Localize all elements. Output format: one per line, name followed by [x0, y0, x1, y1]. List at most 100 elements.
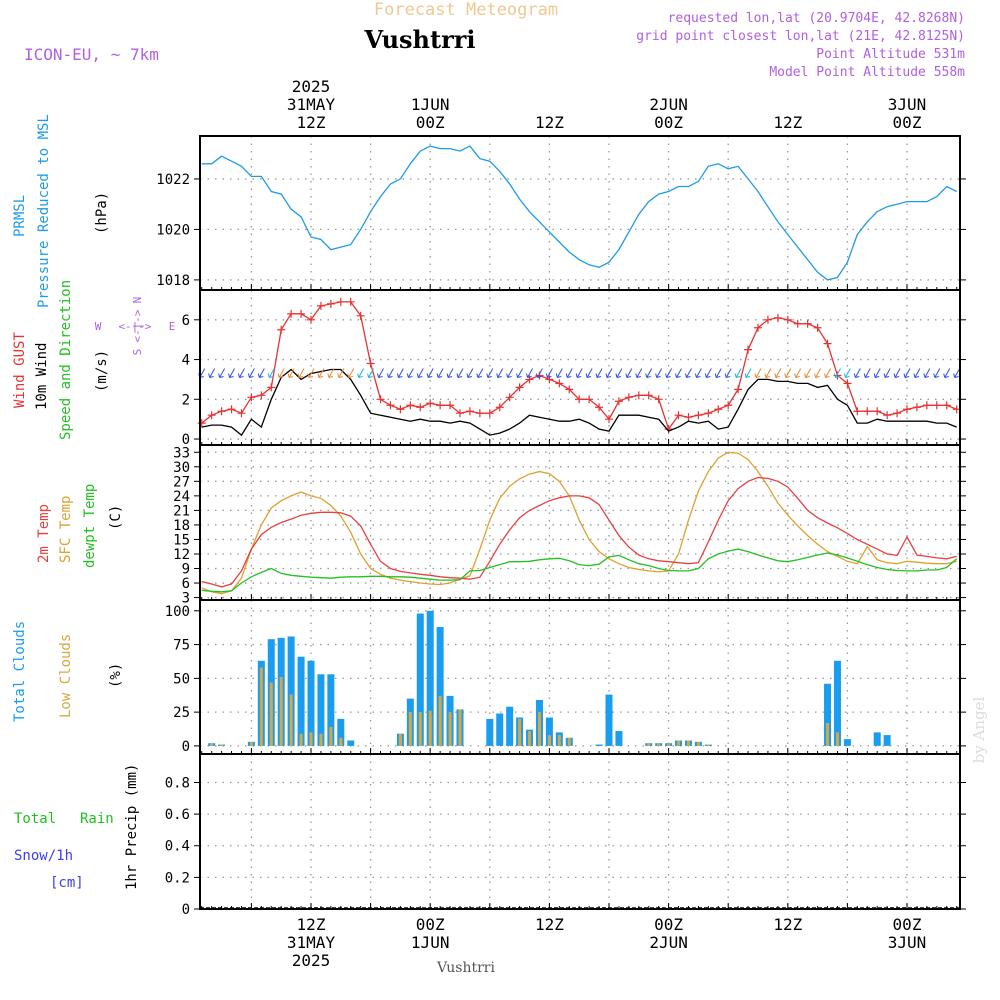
y-tick-label: 27: [173, 474, 190, 490]
low-cloud-bar: [567, 737, 571, 746]
gust-marker: [396, 405, 405, 414]
gust-marker: [416, 403, 425, 412]
time-label-top: 12Z: [773, 113, 802, 132]
sfc-temp-line: [201, 451, 957, 595]
total-cloud-bar: [833, 660, 841, 746]
precip-unit: 1hr Precip (mm): [124, 764, 140, 890]
y-tick-label: 75: [173, 638, 190, 654]
time-label-bottom: 00Z: [654, 915, 683, 934]
dewpt-label: dewpt Temp: [82, 484, 98, 568]
wind-direction-arrow: [347, 368, 355, 378]
wind-direction-arrow: [486, 368, 494, 378]
y-tick-label: 2: [182, 392, 190, 408]
y-tick-label: 1022: [156, 172, 190, 188]
total-cloud-bar: [317, 674, 325, 746]
wind-direction-arrow: [386, 368, 394, 378]
wind-direction-arrow: [833, 368, 841, 378]
wind-direction-arrow: [754, 368, 762, 378]
snow-unit: [cm]: [50, 875, 84, 891]
time-label-top: 00Z: [893, 113, 922, 132]
model-label: ICON-EU, ~ 7km: [24, 45, 159, 64]
low-cloud-bar: [458, 709, 462, 746]
y-tick-label: 18: [173, 518, 190, 534]
wind-direction-arrow: [466, 368, 474, 378]
wind-direction-arrow: [545, 368, 553, 378]
frame-layer: [199, 135, 961, 910]
gust-marker: [614, 397, 623, 406]
wind-direction-arrow: [297, 368, 305, 378]
gust-marker: [436, 401, 445, 410]
model-altitude: Model Point Altitude 558m: [769, 65, 965, 80]
total-cloud-bar: [496, 713, 504, 746]
y-tick-label: 0.6: [165, 807, 190, 823]
gust-marker: [694, 411, 703, 420]
time-label-bottom: 12Z: [773, 915, 802, 934]
compass-rose: N <-|-> S W <-|-> E: [95, 297, 176, 356]
gust-marker: [227, 405, 236, 414]
time-label-bottom: 1JUN: [411, 933, 450, 952]
wind-direction-arrow: [724, 368, 732, 378]
y-tick-label: 4: [182, 353, 190, 369]
gust-marker: [783, 315, 792, 324]
wind-direction-arrow: [426, 368, 434, 378]
temp2m-line: [201, 476, 957, 588]
gust-marker: [207, 411, 216, 420]
time-label-bottom: 12Z: [535, 915, 564, 934]
compass-arrow-horizontal: <-|->: [118, 320, 151, 333]
axes-layer: 1018102010220246369121518212427303302550…: [156, 77, 966, 970]
wind-direction-arrow: [843, 368, 851, 378]
pressure-line: [201, 145, 957, 281]
time-label-top: 12Z: [297, 113, 326, 132]
panel-frame: [199, 289, 961, 446]
compass-west: W: [95, 320, 102, 333]
total-cloud-bar: [287, 636, 295, 746]
compass-south: S: [131, 349, 144, 356]
low-cloud-bar: [269, 682, 273, 746]
total-cloud-bar: [595, 744, 603, 746]
wind-direction-arrow: [317, 368, 325, 378]
wind-direction-arrow: [218, 368, 226, 378]
wind-direction-arrow: [516, 368, 524, 378]
wind-direction-arrow: [824, 368, 831, 378]
total-cloud-bar: [347, 740, 355, 746]
gust-marker: [346, 297, 355, 306]
gridpoint-coords: grid point closest lon,lat (21E, 42.8125…: [636, 29, 965, 44]
gust-marker: [595, 403, 604, 412]
low-cloud-bar: [438, 695, 442, 746]
gust-marker: [634, 391, 643, 400]
gust-marker: [654, 395, 663, 404]
time-label-bottom: 3JUN: [888, 933, 927, 952]
compass-east: E: [169, 320, 176, 333]
wind-direction-arrow: [814, 368, 822, 378]
time-label-bottom: 12Z: [297, 915, 326, 934]
y-tick-label: 0: [182, 432, 190, 448]
gust-marker: [307, 315, 315, 324]
wind-direction-arrow: [714, 368, 722, 378]
wind-direction-arrow: [585, 368, 593, 378]
y-tick-label: 3: [182, 591, 190, 607]
gust-marker: [475, 409, 484, 418]
gust-marker: [287, 309, 296, 318]
gust-marker: [704, 409, 713, 418]
gust-marker: [813, 323, 822, 332]
wind-direction-arrow: [247, 368, 255, 378]
wind-direction-arrow: [337, 368, 345, 378]
sfc-temp-label: SFC Temp: [58, 496, 74, 563]
time-label-bottom: 00Z: [893, 915, 922, 934]
gust-marker: [465, 407, 474, 416]
wind-direction-arrow: [565, 368, 573, 378]
gust-marker: [744, 345, 753, 354]
wind-direction-arrow: [406, 368, 414, 378]
gust-marker: [922, 401, 931, 410]
wind-direction-arrow: [357, 368, 365, 378]
low-cloud-bar: [547, 735, 551, 746]
wind-direction-arrow: [694, 368, 702, 378]
gust-marker: [456, 409, 464, 418]
gust-marker: [803, 319, 812, 328]
watermark: by Angel: [970, 696, 988, 763]
gust-marker: [883, 411, 892, 420]
gust-marker: [356, 311, 365, 320]
low-cloud-bar: [686, 740, 690, 746]
y-tick-label: 0.4: [165, 839, 190, 855]
